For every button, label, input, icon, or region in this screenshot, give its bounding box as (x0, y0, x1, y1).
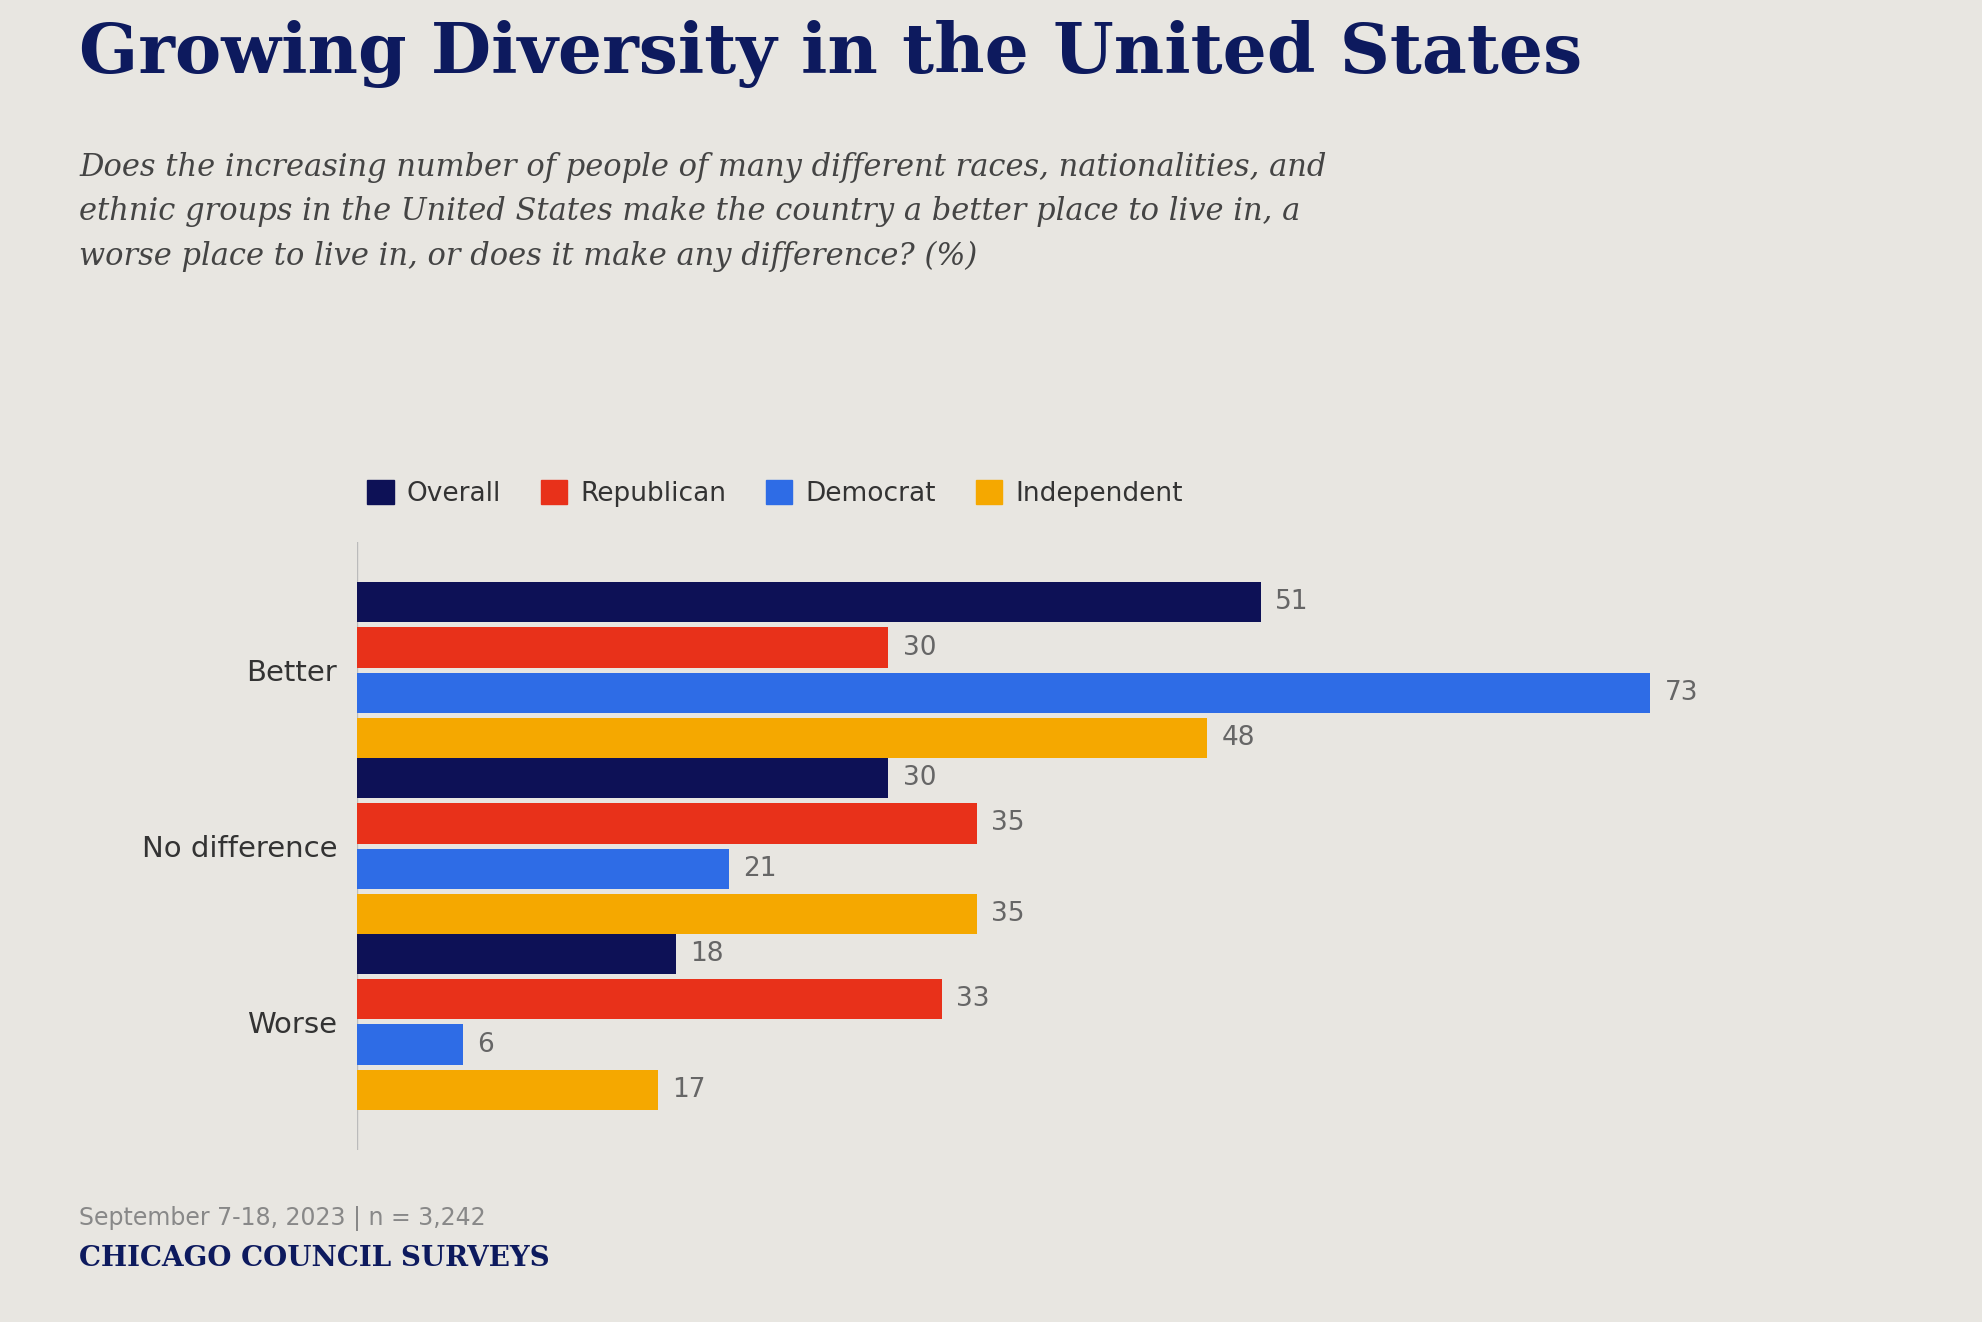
Bar (357, 804, 977, 843)
Text: 73: 73 (1665, 680, 1699, 706)
Bar (357, 935, 676, 974)
Bar (357, 758, 888, 798)
Text: 18: 18 (690, 941, 723, 968)
Text: 6: 6 (478, 1031, 494, 1058)
Bar (357, 673, 1651, 713)
Text: 33: 33 (955, 986, 989, 1013)
Text: Growing Diversity in the United States: Growing Diversity in the United States (79, 20, 1582, 87)
Bar (357, 718, 1207, 758)
Bar (357, 582, 1261, 623)
Text: Does the increasing number of people of many different races, nationalities, and: Does the increasing number of people of … (79, 152, 1326, 272)
Legend: Overall, Republican, Democrat, Independent: Overall, Republican, Democrat, Independe… (357, 469, 1193, 518)
Text: 30: 30 (902, 635, 936, 661)
Text: 35: 35 (991, 810, 1025, 837)
Text: 35: 35 (991, 900, 1025, 927)
Text: 51: 51 (1274, 590, 1308, 615)
Bar (357, 894, 977, 935)
Text: CHICAGO COUNCIL SURVEYS: CHICAGO COUNCIL SURVEYS (79, 1245, 549, 1272)
Bar (357, 849, 729, 888)
Text: 30: 30 (902, 765, 936, 792)
Bar (357, 980, 941, 1019)
Text: 21: 21 (743, 855, 777, 882)
Text: September 7-18, 2023 | n = 3,242: September 7-18, 2023 | n = 3,242 (79, 1206, 486, 1231)
Bar (357, 628, 888, 668)
Bar (357, 1025, 464, 1064)
Text: 48: 48 (1221, 724, 1255, 751)
Text: 17: 17 (672, 1077, 706, 1103)
Bar (357, 1069, 658, 1110)
